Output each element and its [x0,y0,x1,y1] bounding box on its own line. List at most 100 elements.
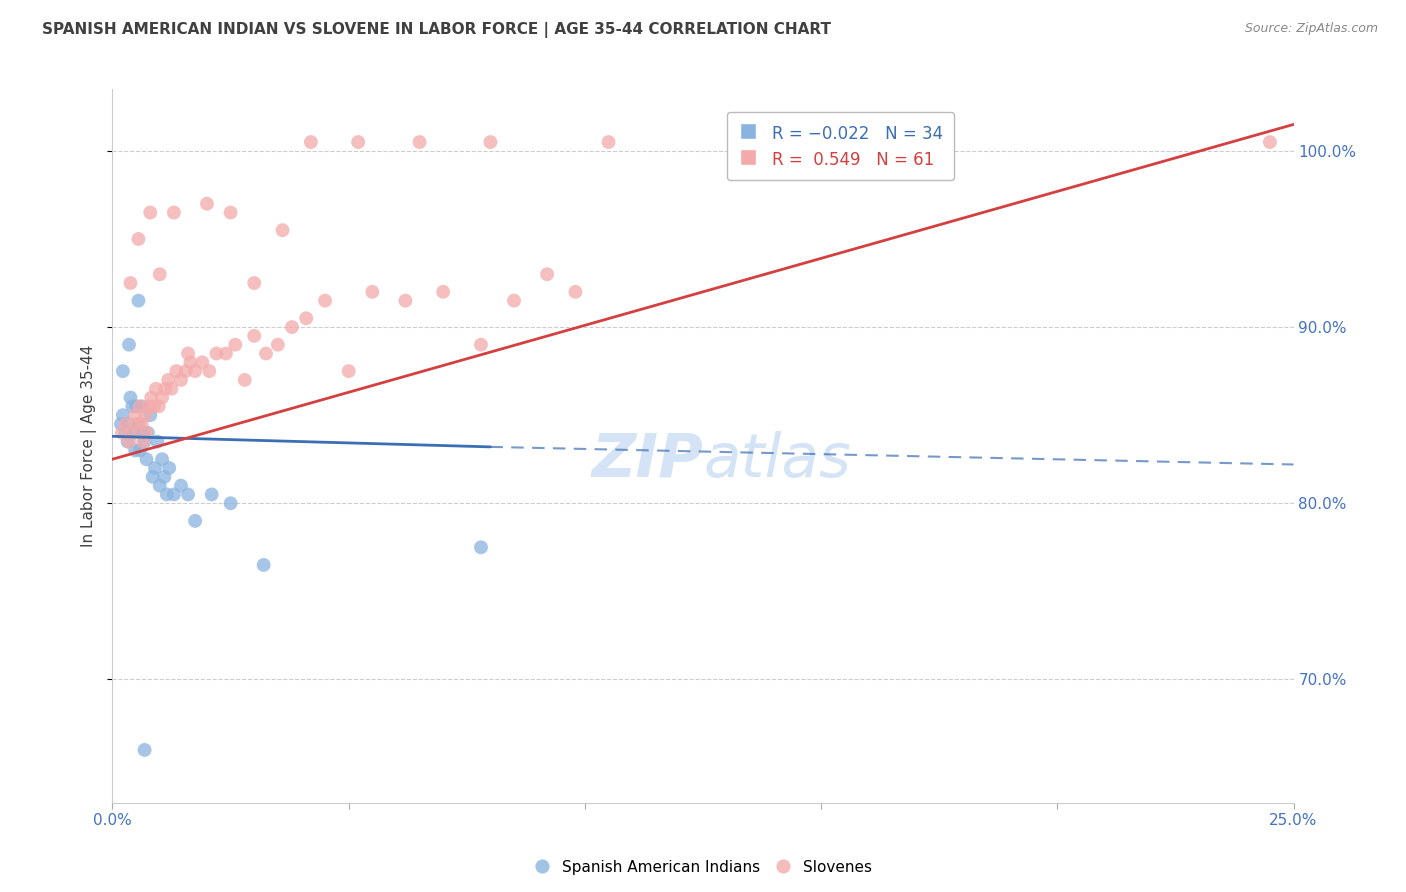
Point [254,346,277,360]
Point [163,205,186,219]
Point [134,743,156,757]
Point [124,408,146,422]
Text: Source: ZipAtlas.com: Source: ZipAtlas.com [1244,22,1378,36]
Point [131,417,153,431]
Point [224,337,246,351]
Point [157,373,180,387]
Point [153,470,176,484]
Point [201,487,224,501]
Point [143,400,166,414]
Point [179,355,201,369]
Point [135,425,157,440]
Point [177,487,200,501]
Point [131,400,153,414]
Point [503,293,526,308]
Point [470,337,492,351]
Legend: Spanish American Indians, Slovenes: Spanish American Indians, Slovenes [529,854,877,880]
Point [598,135,620,149]
Point [110,417,132,431]
Point [143,461,166,475]
Y-axis label: In Labor Force | Age 35-44: In Labor Force | Age 35-44 [80,345,97,547]
Point [138,400,160,414]
Point [177,346,200,360]
Point [149,267,172,281]
Point [127,417,149,431]
Point [219,496,242,510]
Point [139,408,162,422]
Point [314,293,336,308]
Point [337,364,360,378]
Point [191,355,214,369]
Point [361,285,384,299]
Point [136,425,159,440]
Point [281,320,304,334]
Text: ZIP: ZIP [591,431,703,490]
Point [121,425,143,440]
Point [135,452,157,467]
Point [127,232,149,246]
Point [146,434,169,449]
Point [184,364,207,378]
Point [148,400,170,414]
Point [120,391,142,405]
Point [163,487,186,501]
Point [150,391,173,405]
Point [149,478,172,492]
Point [1258,135,1281,149]
Point [111,425,134,440]
Point [111,408,134,422]
Point [121,400,143,414]
Point [271,223,294,237]
Point [243,276,266,290]
Point [479,135,502,149]
Point [118,417,141,431]
Point [135,408,157,422]
Point [299,135,322,149]
Point [195,196,218,211]
Point [122,425,145,440]
Point [295,311,318,326]
Point [127,293,149,308]
Point [134,434,156,449]
Point [114,417,136,431]
Point [160,382,183,396]
Text: atlas: atlas [703,431,851,490]
Point [125,400,148,414]
Point [432,285,454,299]
Point [347,135,370,149]
Point [157,461,180,475]
Point [125,417,148,431]
Point [124,443,146,458]
Point [408,135,430,149]
Point [267,337,290,351]
Point [205,346,228,360]
Point [184,514,207,528]
Point [128,443,150,458]
Point [198,364,221,378]
Point [132,434,155,449]
Point [128,400,150,414]
Point [243,329,266,343]
Point [253,558,276,572]
Point [141,391,163,405]
Point [117,434,139,449]
Point [165,364,187,378]
Point [120,276,142,290]
Point [132,425,155,440]
Point [215,346,238,360]
Point [142,470,165,484]
Point [394,293,416,308]
Point [219,205,242,219]
Point [233,373,256,387]
Point [564,285,586,299]
Point [155,382,177,396]
Point [150,452,173,467]
Point [114,425,136,440]
Point [111,364,134,378]
Point [118,337,141,351]
Point [174,364,197,378]
Point [156,487,179,501]
Point [536,267,558,281]
Point [470,541,492,555]
Point [139,205,162,219]
